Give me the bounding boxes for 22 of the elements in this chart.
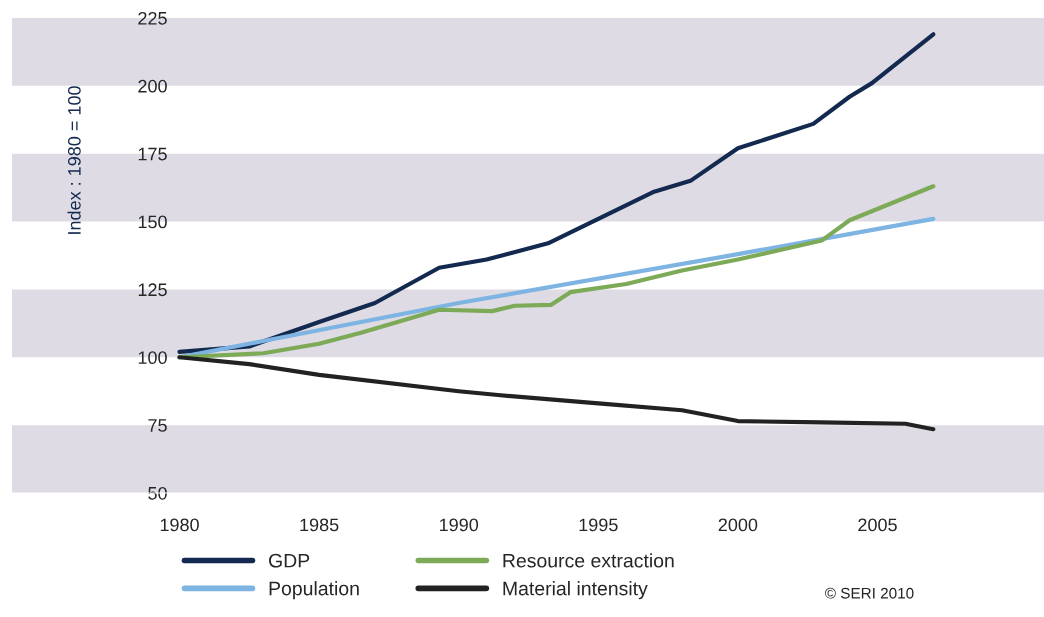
y-tick-label: 150 xyxy=(138,215,167,229)
legend-label: Population xyxy=(269,581,359,600)
legend-label: GDP xyxy=(269,553,310,568)
y-tick-label: 75 xyxy=(148,419,167,432)
x-tick-label: 1995 xyxy=(579,518,618,532)
text: © SERI 2010 xyxy=(824,587,914,599)
line-series xyxy=(177,355,936,432)
y-tick-label: 200 xyxy=(138,79,167,93)
y-axis-title: Index : 1980 = 100 xyxy=(67,86,81,234)
x-tick-label: 2005 xyxy=(858,518,897,532)
y-tick-label: 175 xyxy=(138,147,167,161)
x-tick-label: 1990 xyxy=(440,518,479,532)
y-tick-label: 100 xyxy=(138,351,167,365)
x-tick-label: 2000 xyxy=(718,518,758,532)
line-series xyxy=(177,32,936,354)
y-tick-label: 125 xyxy=(138,283,167,297)
legend-label: Material intensity xyxy=(503,581,648,600)
legend-label: Resource extraction xyxy=(503,553,674,568)
y-tick-label: 50 xyxy=(148,486,167,500)
x-tick-label: 1985 xyxy=(300,518,339,532)
y-tick-label: 225 xyxy=(138,11,167,25)
x-tick-label: 1980 xyxy=(160,518,199,532)
